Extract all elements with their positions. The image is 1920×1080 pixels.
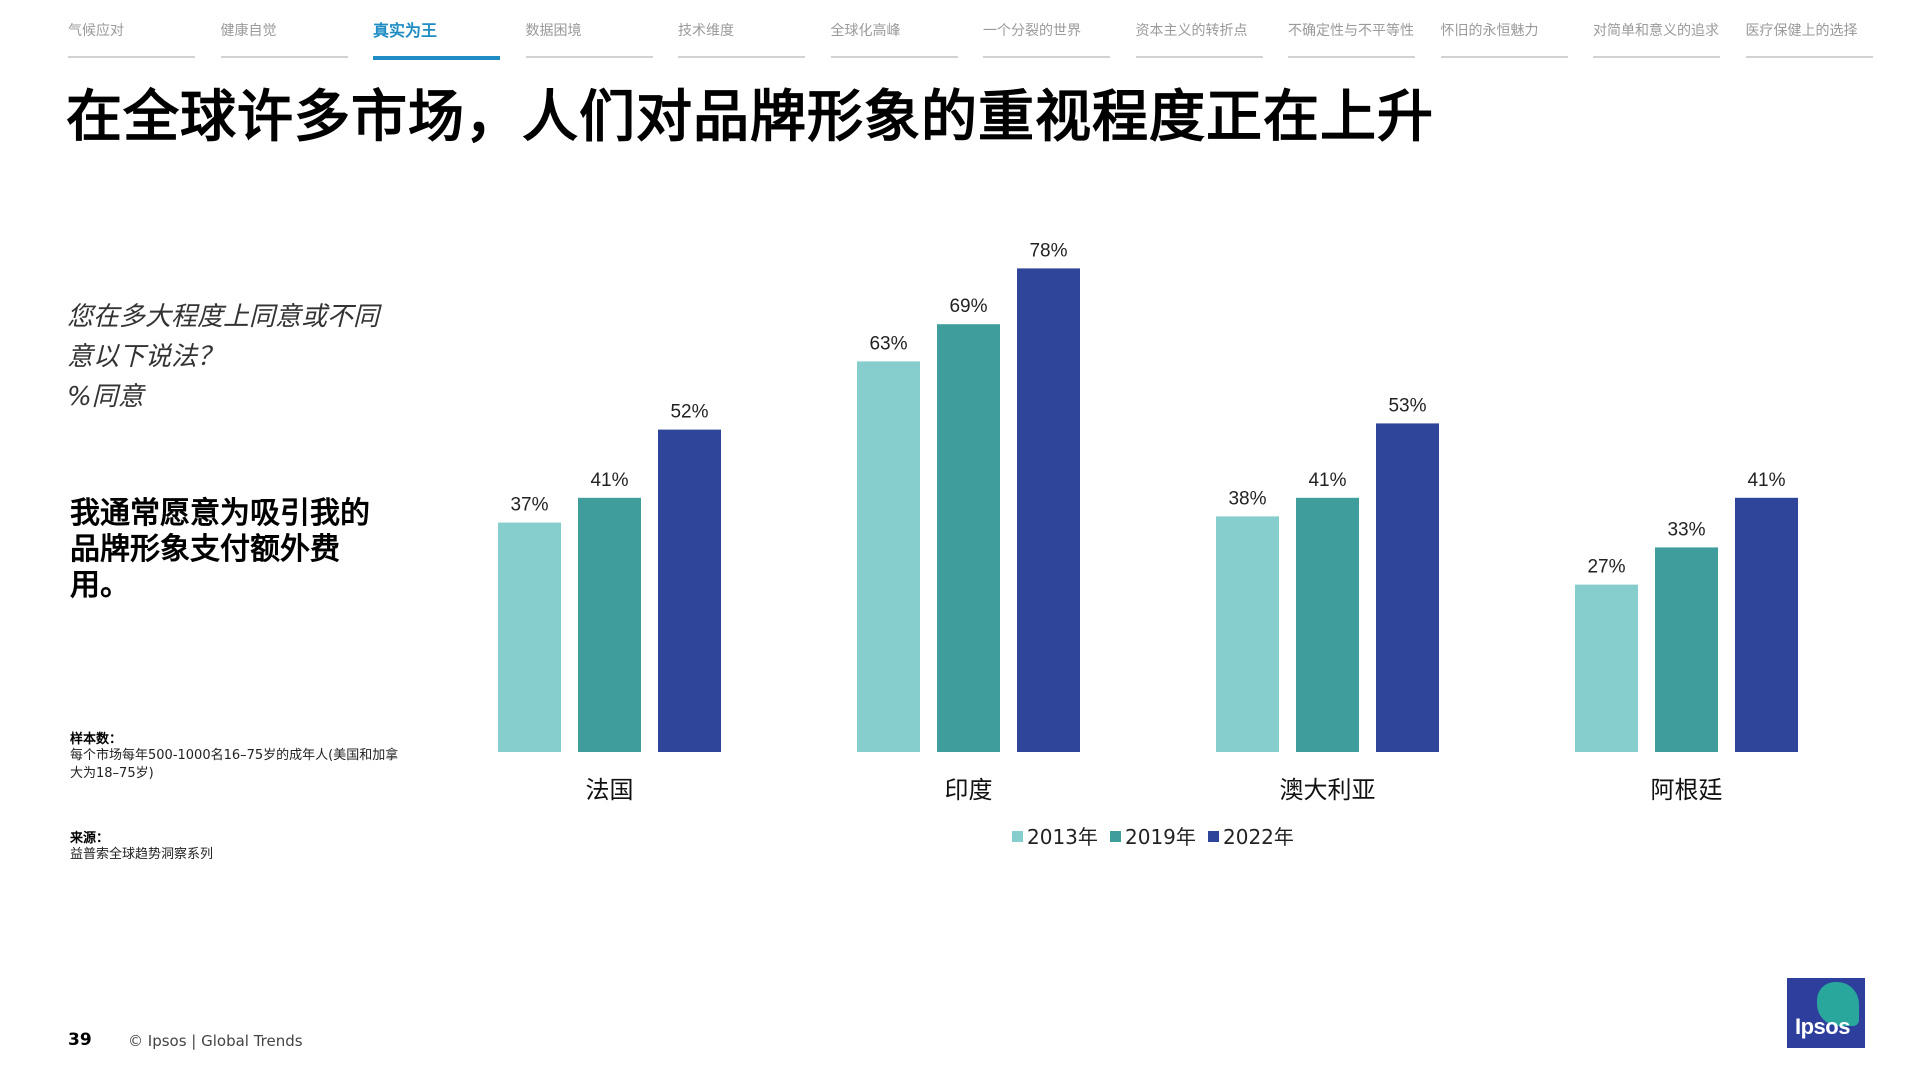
question-line-3: %同意 bbox=[67, 382, 144, 412]
nav-tab-10[interactable]: 怀旧的永恒魅力 bbox=[1440, 20, 1568, 58]
category-label-1: 法国 bbox=[586, 776, 634, 804]
legend-swatch-1 bbox=[1012, 831, 1023, 842]
nav-tab-9[interactable]: 不确定性与不平等性 bbox=[1288, 20, 1415, 58]
source-label: 来源： bbox=[70, 831, 110, 846]
bar-value-label-2-1: 63% bbox=[869, 333, 907, 354]
bar-3-1 bbox=[1216, 516, 1279, 752]
bar-1-1 bbox=[498, 522, 561, 752]
bar-4-1 bbox=[1575, 584, 1638, 752]
bar-4-2 bbox=[1655, 547, 1718, 752]
bar-value-label-1-3: 52% bbox=[670, 402, 708, 423]
bar-3-2 bbox=[1296, 497, 1359, 752]
nav-tab-1[interactable]: 气候应对 bbox=[68, 20, 195, 58]
logo-shape bbox=[1817, 982, 1859, 1026]
survey-statement: 我通常愿意为吸引我的品牌形象支付额外费用。 bbox=[70, 496, 370, 603]
sample-label: 样本数： bbox=[70, 732, 123, 747]
page-number: 39 bbox=[68, 1030, 92, 1050]
question-line-1: 您在多大程度上同意或不同 bbox=[67, 302, 380, 332]
nav-tab-4[interactable]: 数据困境 bbox=[525, 20, 653, 58]
bar-value-label-4-1: 27% bbox=[1587, 557, 1625, 578]
category-label-2: 印度 bbox=[945, 776, 993, 804]
bar-value-label-3-1: 38% bbox=[1228, 488, 1266, 509]
legend-label-1: 2013年 bbox=[1027, 825, 1098, 849]
logo-text: Ipsos bbox=[1795, 1014, 1850, 1039]
top-navigation: 气候应对 健康自觉 真实为王 数据困境 技术维度 全球化高峰 一个分裂的世界 资本主义的转折点… bbox=[68, 0, 1908, 60]
bar-4-3 bbox=[1735, 497, 1798, 752]
bar-value-label-1-2: 41% bbox=[590, 470, 628, 491]
bar-value-label-2-2: 69% bbox=[949, 296, 987, 317]
source-text: 益普索全球趋势洞察系列 bbox=[70, 847, 214, 862]
nav-tab-12[interactable]: 医疗保健上的选择 bbox=[1745, 20, 1873, 58]
bar-value-label-3-2: 41% bbox=[1308, 470, 1346, 491]
bar-value-label-4-3: 41% bbox=[1747, 470, 1785, 491]
bar-value-label-4-2: 33% bbox=[1667, 519, 1705, 540]
nav-tab-5[interactable]: 技术维度 bbox=[678, 20, 805, 58]
page-title: 在全球许多市场，人们对品牌形象的重视程度正在上升 bbox=[66, 85, 1434, 150]
nav-tab-6[interactable]: 全球化高峰 bbox=[830, 20, 958, 58]
legend-label-3: 2022年 bbox=[1223, 825, 1294, 849]
bar-2-2 bbox=[937, 324, 1000, 752]
category-label-4: 阿根廷 bbox=[1651, 776, 1723, 804]
survey-question: 您在多大程度上同意或不同 意以下说法？ %同意 bbox=[67, 297, 397, 417]
ipsos-logo: Ipsos bbox=[1787, 978, 1865, 1048]
legend-label-2: 2019年 bbox=[1125, 825, 1196, 849]
category-label-3: 澳大利亚 bbox=[1280, 776, 1376, 804]
bar-value-label-2-3: 78% bbox=[1029, 240, 1067, 261]
question-line-2: 意以下说法？ bbox=[67, 342, 224, 372]
legend-swatch-3 bbox=[1208, 831, 1219, 842]
sample-text: 每个市场每年500-1000名16–75岁的成年人(美国和加拿大为18–75岁) bbox=[70, 748, 399, 781]
footer-copyright: © Ipsos | Global Trends bbox=[128, 1032, 303, 1050]
nav-tab-7[interactable]: 一个分裂的世界 bbox=[983, 20, 1110, 58]
nav-tab-8[interactable]: 资本主义的转折点 bbox=[1135, 20, 1263, 58]
nav-tab-2[interactable]: 健康自觉 bbox=[220, 20, 348, 58]
bar-1-3 bbox=[658, 429, 721, 752]
nav-tab-3[interactable]: 真实为王 bbox=[373, 20, 500, 60]
bar-2-1 bbox=[857, 361, 920, 752]
bar-1-2 bbox=[578, 497, 641, 752]
bar-2-3 bbox=[1017, 268, 1080, 752]
bar-value-label-1-1: 37% bbox=[510, 495, 548, 516]
legend-swatch-2 bbox=[1110, 831, 1121, 842]
bar-3-3 bbox=[1376, 423, 1439, 752]
bar-value-label-3-3: 53% bbox=[1388, 395, 1426, 416]
nav-tab-11[interactable]: 对简单和意义的追求 bbox=[1593, 20, 1720, 58]
